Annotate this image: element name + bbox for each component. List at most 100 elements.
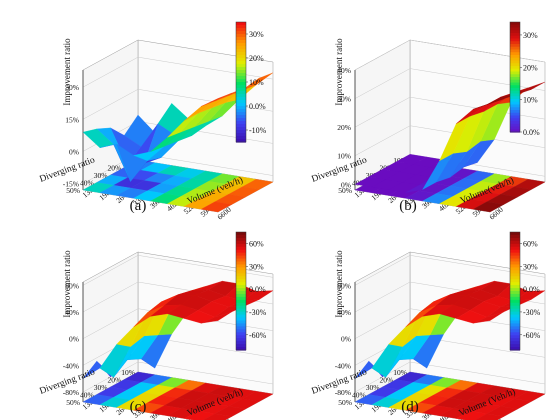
colorbar-tick-label: 10% bbox=[523, 96, 538, 105]
z-gridline bbox=[82, 308, 274, 339]
colorbar-segment bbox=[510, 270, 520, 274]
colorbar-segment bbox=[510, 74, 520, 78]
colorbar-segment bbox=[236, 115, 246, 119]
colorbar-segment bbox=[510, 314, 520, 319]
z-gridline bbox=[354, 125, 546, 156]
z-tick-label: 20% bbox=[337, 123, 351, 132]
z-gridline bbox=[82, 361, 274, 393]
colorbar-segment bbox=[510, 99, 520, 103]
colorbar-segment bbox=[510, 88, 520, 92]
colorbar-segment bbox=[236, 258, 246, 263]
colorbar-segment bbox=[236, 28, 246, 32]
colorbar-segment bbox=[236, 139, 246, 143]
colorbar-segment bbox=[510, 323, 520, 327]
colorbar-segment bbox=[236, 91, 246, 95]
colorbar-segment bbox=[236, 100, 246, 104]
colorbar-segment bbox=[236, 94, 246, 98]
y-tick-label: 20% bbox=[380, 376, 394, 385]
colorbar-segment bbox=[236, 326, 246, 330]
colorbar-segment bbox=[236, 285, 246, 289]
colorbar-segment bbox=[236, 302, 246, 307]
panel-caption: (b) bbox=[399, 198, 417, 214]
colorbar-segment bbox=[236, 106, 246, 110]
colorbar-segment bbox=[510, 101, 520, 106]
colorbar-segment bbox=[236, 97, 246, 101]
colorbar-segment bbox=[236, 279, 246, 283]
z-tick-label: 0% bbox=[341, 335, 351, 344]
colorbar-segment bbox=[236, 293, 246, 298]
colorbar-segment bbox=[236, 305, 246, 310]
colorbar-segment bbox=[236, 317, 246, 322]
colorbar-tick-label: 0.0% bbox=[249, 285, 266, 294]
colorbar-segment bbox=[510, 41, 520, 45]
z-tick-label: 15% bbox=[65, 115, 79, 124]
colorbar-segment bbox=[510, 311, 520, 316]
y-tick-label: 40% bbox=[352, 391, 366, 400]
z-gridline bbox=[354, 39, 546, 71]
colorbar-tick-label: 30% bbox=[523, 262, 538, 271]
colorbar-segment bbox=[236, 264, 246, 268]
panel-caption: (c) bbox=[130, 399, 147, 415]
panel-caption: (d) bbox=[401, 399, 419, 415]
colorbar-segment bbox=[510, 33, 520, 37]
colorbar-segment bbox=[236, 311, 246, 316]
colorbar-segment bbox=[510, 243, 520, 248]
colorbar-segment bbox=[510, 261, 520, 266]
z-gridline bbox=[354, 255, 546, 286]
colorbar-segment bbox=[510, 282, 520, 286]
colorbar-segment bbox=[236, 314, 246, 319]
colorbar-segment bbox=[510, 82, 520, 86]
colorbar-segment bbox=[510, 344, 520, 348]
y-tick-label: 50% bbox=[66, 186, 80, 195]
colorbar-segment bbox=[236, 323, 246, 327]
colorbar-segment bbox=[236, 237, 246, 242]
colorbar-segment bbox=[510, 246, 520, 251]
colorbar-segment bbox=[236, 261, 246, 266]
colorbar-segment bbox=[236, 344, 246, 348]
colorbar-segment bbox=[236, 70, 246, 74]
colorbar-segment bbox=[510, 44, 520, 48]
colorbar-tick-label: -10% bbox=[249, 126, 267, 135]
colorbar-segment bbox=[236, 121, 246, 125]
colorbar-segment bbox=[510, 129, 520, 133]
colorbar-tick-label: 30% bbox=[249, 30, 264, 39]
colorbar-segment bbox=[236, 40, 246, 44]
y-tick-label: 20% bbox=[108, 164, 122, 173]
z-axis-title: Improvement ratio bbox=[334, 38, 344, 106]
colorbar-segment bbox=[510, 118, 520, 122]
z-gridline bbox=[82, 255, 274, 286]
colorbar-segment bbox=[510, 264, 520, 268]
z-gridline bbox=[354, 308, 546, 339]
colorbar-segment bbox=[236, 320, 246, 325]
surface-plot-d: -80%-40%0%40%80%132019802640330039604620… bbox=[310, 231, 546, 420]
colorbar-segment bbox=[236, 291, 246, 295]
z-tick-label: -40% bbox=[63, 361, 79, 370]
floor-projection-cell bbox=[472, 201, 505, 213]
colorbar-segment bbox=[236, 136, 246, 140]
colorbar-segment bbox=[510, 71, 520, 75]
y-tick-label: 40% bbox=[80, 391, 94, 400]
colorbar-segment bbox=[510, 46, 520, 51]
colorbar-segment bbox=[236, 332, 246, 336]
colorbar-segment bbox=[510, 341, 520, 345]
colorbar-segment bbox=[510, 296, 520, 301]
colorbar-segment bbox=[510, 52, 520, 56]
colorbar-segment bbox=[236, 133, 246, 137]
colorbar-segment bbox=[510, 24, 520, 29]
colorbar-segment bbox=[236, 73, 246, 77]
colorbar-segment bbox=[236, 37, 246, 41]
colorbar-segment bbox=[510, 255, 520, 260]
colorbar-segment bbox=[510, 267, 520, 271]
colorbar-segment bbox=[510, 305, 520, 310]
colorbar-segment bbox=[236, 52, 246, 56]
colorbar-segment bbox=[236, 276, 246, 280]
colorbar-segment bbox=[236, 88, 246, 92]
colorbar-segment bbox=[510, 232, 520, 236]
colorbar-segment bbox=[510, 112, 520, 117]
z-tick-label: 10% bbox=[337, 152, 351, 161]
colorbar-tick-label: -60% bbox=[249, 331, 267, 340]
colorbar-tick-label: 20% bbox=[249, 54, 264, 63]
y-tick-label: 30% bbox=[94, 171, 108, 180]
colorbar-segment bbox=[510, 77, 520, 81]
colorbar-segment bbox=[236, 270, 246, 274]
